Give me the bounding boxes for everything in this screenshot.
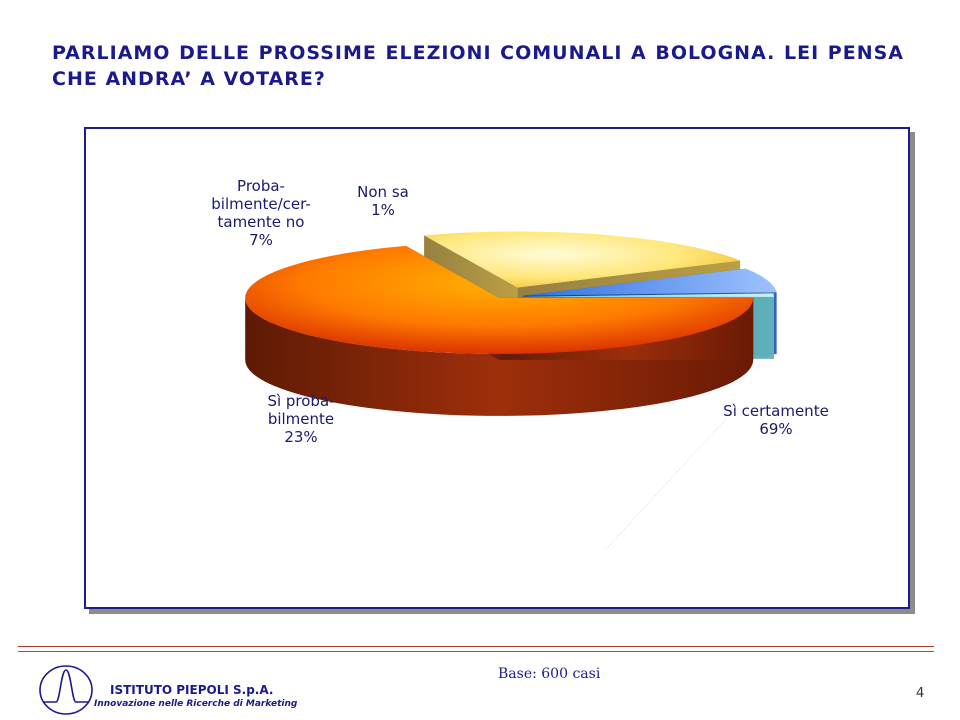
slice-label: Sì certamente 69%: [723, 402, 829, 438]
slice-top: [523, 268, 777, 296]
base-note: Base: 600 casi: [498, 666, 601, 682]
company-logo: ISTITUTO PIEPOLI S.p.A. Innovazione nell…: [36, 662, 306, 718]
company-name: ISTITUTO PIEPOLI S.p.A.: [110, 683, 274, 697]
slice-top: [424, 231, 741, 288]
leader-line: [605, 418, 727, 550]
chart-frame: Sì certamente 69% Sì proba-bilmente 23% Prob…: [84, 127, 910, 609]
slice-label: Sì proba-bilmente 23%: [267, 392, 334, 446]
footer-divider-red: [18, 646, 934, 647]
page-number: 4: [916, 686, 925, 701]
pie-chart: Sì certamente 69% Sì proba-bilmente 23% Prob…: [211, 177, 829, 550]
slice-top: [519, 293, 774, 297]
slice-top: [245, 245, 754, 354]
logo-bell-icon: [39, 665, 93, 715]
pie-slice: [245, 245, 754, 416]
slide-title: PARLIAMO DELLE PROSSIME ELEZIONI COMUNAL…: [52, 42, 904, 90]
slice-label: Proba-bilmente/cer-tamente no 7%: [211, 177, 310, 249]
slice-label: Non sa 1%: [357, 183, 409, 219]
company-tagline: Innovazione nelle Ricerche di Marketing: [94, 699, 298, 709]
footer-divider-green: [18, 651, 934, 652]
